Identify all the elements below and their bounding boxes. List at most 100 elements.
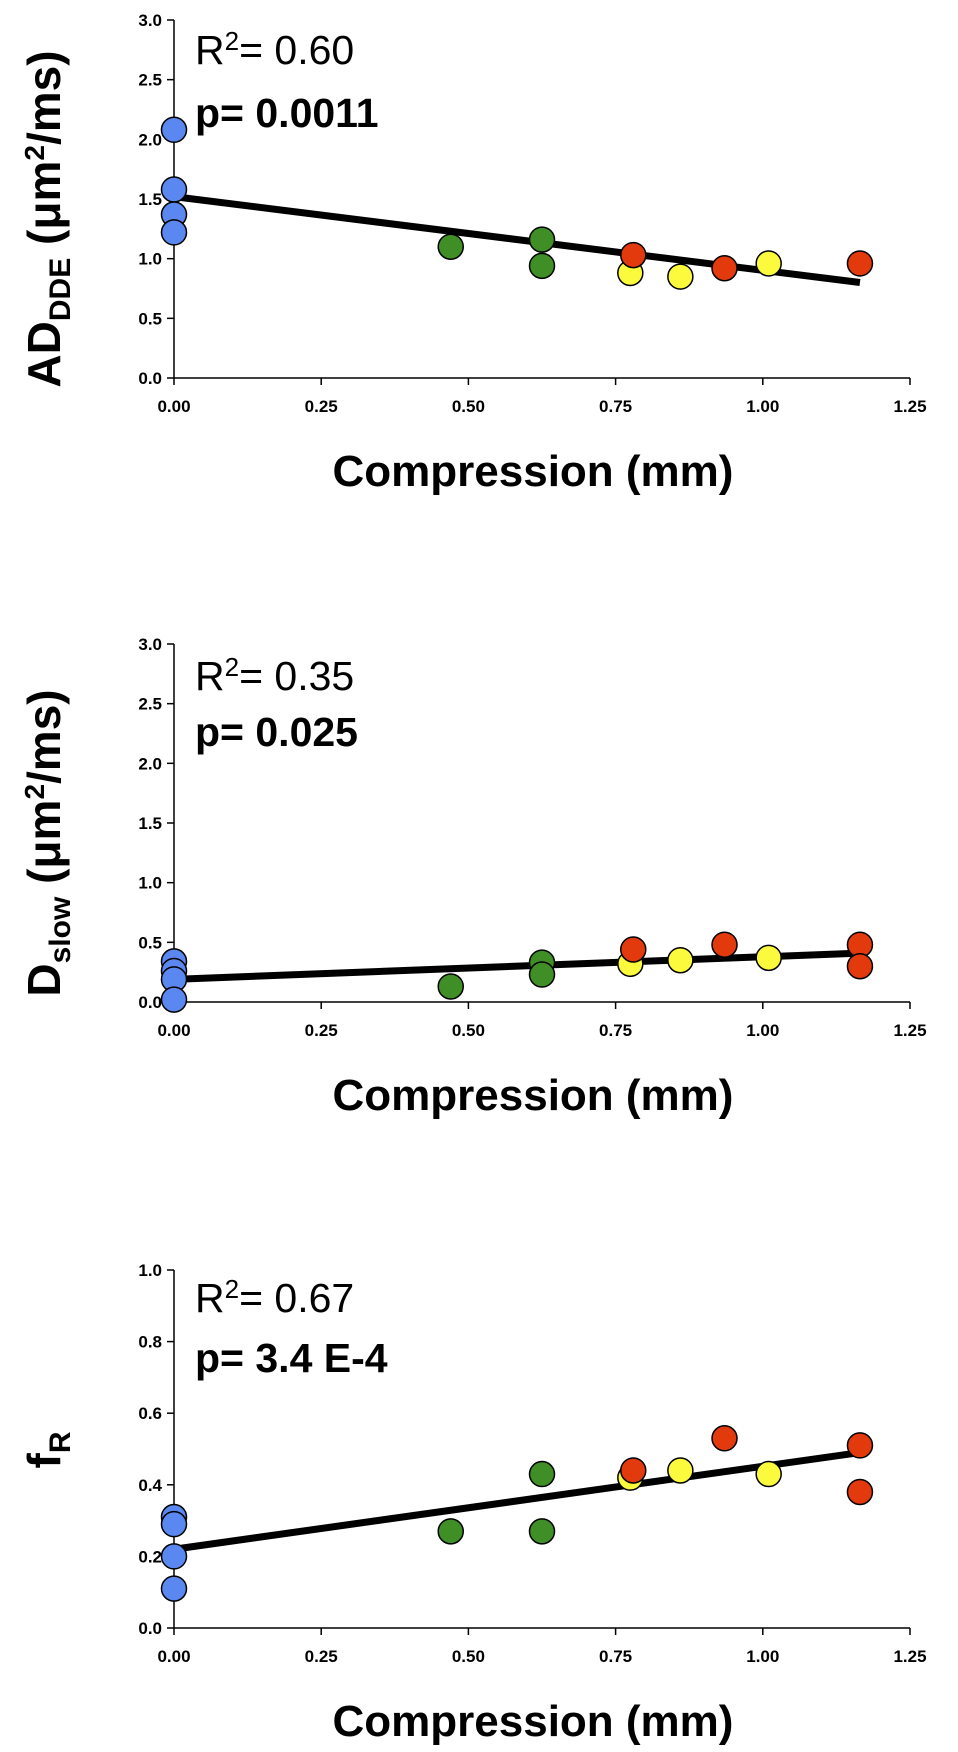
panel-2-r2-sup: 2: [225, 652, 239, 682]
panel-2-ylabel-unit-pre: (μm: [18, 800, 70, 897]
panel-2: 0.0 0.5 1.0 1.5 2.0 2.5 3.0 0.00 0.25 0.50 0.75 1.0…: [18, 635, 927, 1120]
panel-1-point-red: [711, 254, 738, 282]
panel-2-ylabel-sub: slow: [44, 896, 77, 963]
panel-1-y-tick-label: 1.0: [138, 250, 162, 269]
panel-1-x-tick-label: 0.25: [305, 397, 338, 416]
panel-1-point-blue: [160, 176, 188, 203]
panel-3-y-tick-label: 1.0: [138, 1261, 162, 1280]
panel-2-r2-text: R2= 0.35: [195, 652, 354, 699]
panel-1-y-tick-label: 2.5: [138, 71, 162, 90]
panel-2-x-tick-label: 1.25: [893, 1021, 926, 1040]
panel-2-ylabel-unit-post: /ms): [18, 689, 70, 784]
panel-2-ylabel-main: D: [18, 963, 70, 996]
panel-3-point-red: [620, 1457, 647, 1484]
panel-1-ylabel-unit-sup: 2: [19, 145, 50, 161]
panel-1-ylabel-unit-pre: (μm: [18, 161, 70, 258]
panel-3-y-tick-label: 0.2: [138, 1547, 162, 1566]
panel-2-plot: 0.0 0.5 1.0 1.5 2.0 2.5 3.0 0.00 0.25 0.50 0.75 1.0…: [138, 635, 926, 1040]
panel-2-point-yellow: [755, 944, 782, 972]
panel-1-x-tick-label: 0.50: [452, 397, 485, 416]
panel-1-ylabel-unit-post: /ms): [18, 50, 70, 145]
panel-2-p-value: p= 0.025: [195, 709, 358, 755]
panel-2-point-red: [711, 931, 738, 958]
panel-3-y-axis-label: fR: [18, 1431, 77, 1468]
panel-3-point-yellow: [667, 1457, 694, 1484]
panel-1-x-axis-label: Compression (mm): [333, 447, 734, 496]
panel-3-r2-value: = 0.67: [239, 1275, 354, 1321]
panel-1-y-tick-label: 2.0: [138, 130, 162, 149]
panel-1-x-tick-label: 1.25: [893, 397, 926, 416]
panel-1-r2-prefix: R: [195, 27, 225, 73]
panel-2-y-tick-label: 2.0: [138, 754, 162, 773]
panel-2-x-axis-label: Compression (mm): [333, 1071, 734, 1120]
panel-3-y-tick-label: 0.0: [138, 1619, 162, 1638]
panel-2-x-tick-label: 0.25: [305, 1021, 338, 1040]
panel-1-y-axis-label: ADDDE (μm2/ms): [18, 50, 77, 387]
panel-3-point-green: [528, 1460, 556, 1488]
panel-2-y-tick-label: 3.0: [138, 635, 162, 654]
panel-3-regression-line: [173, 1449, 861, 1553]
panel-3-x-tick-label: 0.75: [599, 1647, 632, 1666]
panel-2-y-tick-label: 0.5: [138, 933, 162, 952]
panel-1-point-red: [620, 241, 647, 269]
panel-1-regression-line: [173, 193, 861, 287]
panel-3-x-axis-label: Compression (mm): [333, 1697, 734, 1746]
panel-1-x-tick-label: 0.75: [599, 397, 632, 416]
panel-1-y-tick-label: 0.0: [138, 369, 162, 388]
panel-1-plot: 0.0 0.5 1.0 1.5 2.0 2.5 3.0 0.00 0.25 0.50 0.75 1.0…: [138, 11, 926, 416]
panel-3-point-blue: [160, 1543, 188, 1570]
panel-2-point-blue: [160, 986, 188, 1013]
panel-3-point-blue: [160, 1575, 188, 1602]
panel-3-point-yellow: [755, 1460, 782, 1488]
panel-2-y-tick-label: 1.0: [138, 874, 162, 893]
panel-2-point-yellow: [667, 946, 694, 974]
panel-1-p-value: p= 0.0011: [195, 90, 379, 136]
panel-1-y-tick-label: 0.5: [138, 309, 162, 328]
panel-1-r2-sup: 2: [225, 26, 239, 56]
panel-3-r2-prefix: R: [195, 1275, 225, 1321]
panel-1-point-yellow: [755, 250, 782, 277]
panel-1: 0.0 0.5 1.0 1.5 2.0 2.5 3.0 0.00 0.25 0.50 0.75 1.0…: [18, 11, 927, 496]
panel-3-point-red: [711, 1425, 738, 1452]
panel-3-r2-sup: 2: [225, 1274, 239, 1304]
panel-3: 0.0 0.2 0.4 0.6 0.8 1.0 0.00 0.25 0.50 0.75 1.00 1.…: [18, 1261, 927, 1746]
panel-2-point-green: [437, 973, 464, 1000]
panel-3-ylabel-sub: R: [44, 1431, 77, 1453]
panel-1-r2-text: R2= 0.60: [195, 26, 354, 73]
panel-2-y-tick-label: 2.5: [138, 695, 162, 714]
panel-2-r2-prefix: R: [195, 653, 225, 699]
panel-3-point-green: [528, 1518, 556, 1545]
panel-3-plot: 0.0 0.2 0.4 0.6 0.8 1.0 0.00 0.25 0.50 0.75 1.00 1.…: [138, 1261, 926, 1666]
panel-2-y-tick-label: 1.5: [138, 814, 162, 833]
panel-3-r2-text: R2= 0.67: [195, 1274, 354, 1321]
panel-3-x-tick-label: 1.25: [893, 1647, 926, 1666]
panel-2-x-tick-label: 0.00: [157, 1021, 190, 1040]
panel-1-point-red: [846, 250, 874, 277]
panel-2-ylabel-unit-sup: 2: [19, 784, 50, 800]
panel-1-y-tick-label: 3.0: [138, 11, 162, 30]
panel-1-point-blue: [160, 116, 188, 144]
panel-1-y-tick-label: 1.5: [138, 190, 162, 209]
panel-2-x-tick-label: 1.00: [746, 1021, 779, 1040]
panel-3-y-tick-label: 0.8: [138, 1333, 162, 1352]
panel-2-regression-line: [173, 949, 861, 983]
panel-2-point-red: [846, 952, 874, 980]
panel-1-x-tick-label: 0.00: [157, 397, 190, 416]
panel-3-y-tick-label: 0.6: [138, 1404, 162, 1423]
panel-3-x-tick-label: 0.00: [157, 1647, 190, 1666]
panel-3-x-tick-label: 0.50: [452, 1647, 485, 1666]
panel-1-point-yellow: [667, 263, 694, 290]
panel-1-r2-value: = 0.60: [239, 27, 354, 73]
panel-3-point-green: [437, 1518, 464, 1545]
panel-2-x-tick-label: 0.50: [452, 1021, 485, 1040]
panel-2-y-tick-label: 0.0: [138, 993, 162, 1012]
panel-1-x-tick-label: 1.00: [746, 397, 779, 416]
panel-3-y-tick-label: 0.4: [138, 1476, 162, 1495]
panel-1-point-green: [437, 233, 464, 260]
panel-2-point-red: [620, 936, 647, 963]
panel-3-x-tick-label: 0.25: [305, 1647, 338, 1666]
panel-3-point-red: [846, 1478, 874, 1506]
panel-1-point-blue: [160, 219, 188, 246]
panel-1-point-green: [528, 252, 556, 280]
